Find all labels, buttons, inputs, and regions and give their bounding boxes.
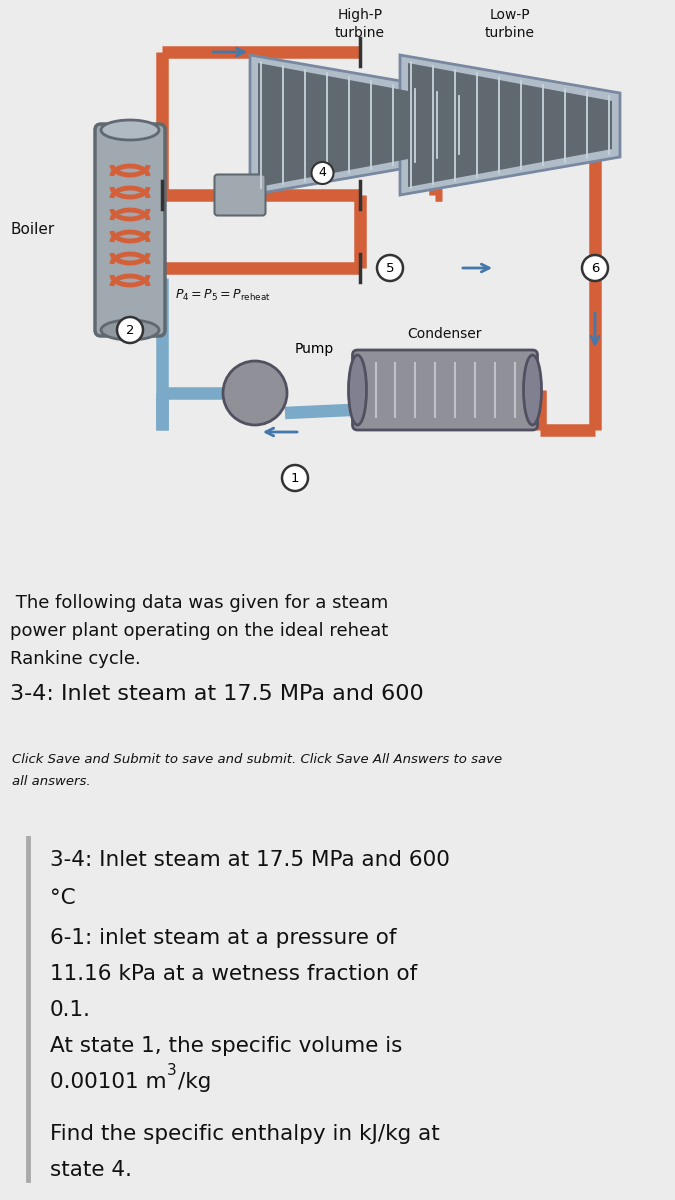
- Circle shape: [377, 254, 403, 281]
- Polygon shape: [250, 55, 470, 194]
- Text: $P_4 = P_5 = P_{\rm reheat}$: $P_4 = P_5 = P_{\rm reheat}$: [175, 288, 271, 304]
- Text: 0.1.: 0.1.: [50, 1000, 91, 1020]
- Circle shape: [282, 464, 308, 491]
- Ellipse shape: [524, 355, 541, 425]
- Text: 3-4: Inlet steam at 17.5 MPa and 600: 3-4: Inlet steam at 17.5 MPa and 600: [10, 684, 424, 704]
- Text: state 4.: state 4.: [50, 1160, 132, 1180]
- Text: Rankine cycle.: Rankine cycle.: [10, 650, 141, 668]
- Circle shape: [117, 317, 143, 343]
- Text: Reheater: Reheater: [267, 158, 329, 173]
- Text: Find the specific enthalpy in kJ/kg at: Find the specific enthalpy in kJ/kg at: [50, 1124, 439, 1144]
- Text: °C: °C: [50, 888, 76, 908]
- Text: Click Save and Submit to save and submit. Click Save All Answers to save: Click Save and Submit to save and submit…: [12, 754, 502, 766]
- Text: 11.16 kPa at a wetness fraction of: 11.16 kPa at a wetness fraction of: [50, 964, 417, 984]
- FancyBboxPatch shape: [352, 350, 537, 430]
- Text: Condenser: Condenser: [408, 326, 482, 341]
- Text: all answers.: all answers.: [12, 775, 90, 788]
- Polygon shape: [400, 55, 620, 194]
- Polygon shape: [408, 62, 612, 187]
- Text: Pump: Pump: [295, 342, 334, 356]
- Circle shape: [223, 361, 287, 425]
- Text: 2: 2: [126, 324, 134, 336]
- Ellipse shape: [101, 320, 159, 340]
- FancyBboxPatch shape: [215, 174, 265, 216]
- Text: At state 1, the specific volume is: At state 1, the specific volume is: [50, 1036, 402, 1056]
- Text: /kg: /kg: [178, 1072, 211, 1092]
- Circle shape: [582, 254, 608, 281]
- Text: High-P
turbine: High-P turbine: [335, 8, 385, 41]
- Text: Low-P
turbine: Low-P turbine: [485, 8, 535, 41]
- Ellipse shape: [101, 120, 159, 140]
- FancyBboxPatch shape: [95, 124, 165, 336]
- Text: 0.00101 m: 0.00101 m: [50, 1072, 167, 1092]
- Text: 4: 4: [319, 167, 327, 180]
- Text: 3: 3: [167, 1063, 177, 1078]
- Text: 5: 5: [385, 262, 394, 275]
- Ellipse shape: [348, 355, 367, 425]
- Polygon shape: [258, 62, 462, 187]
- Text: 6: 6: [591, 262, 599, 275]
- Text: power plant operating on the ideal reheat: power plant operating on the ideal rehea…: [10, 622, 388, 640]
- Text: The following data was given for a steam: The following data was given for a steam: [10, 594, 388, 612]
- Text: 6-1: inlet steam at a pressure of: 6-1: inlet steam at a pressure of: [50, 928, 396, 948]
- Text: Boiler: Boiler: [11, 222, 55, 238]
- Circle shape: [311, 162, 333, 184]
- Text: 1: 1: [291, 472, 299, 485]
- Text: 3-4: Inlet steam at 17.5 MPa and 600: 3-4: Inlet steam at 17.5 MPa and 600: [50, 850, 450, 870]
